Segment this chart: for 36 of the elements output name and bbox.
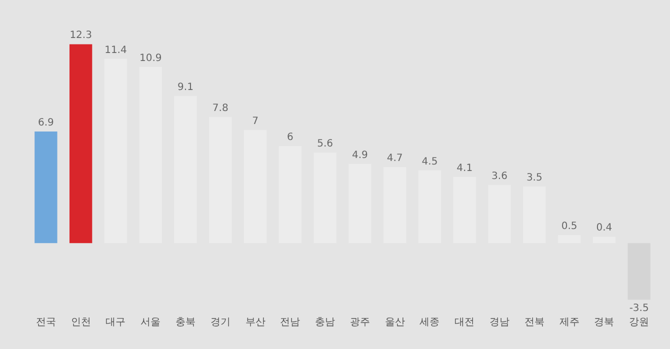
- x-tick-label: 대구: [106, 317, 126, 328]
- data-label: 12.3: [70, 30, 92, 42]
- data-label: 3.5: [526, 172, 542, 184]
- x-tick-label: 경북: [594, 317, 614, 328]
- x-tick-label: 전북: [524, 317, 544, 328]
- x-tick-label: 전남: [280, 317, 300, 328]
- x-tick-label: 강원: [629, 317, 650, 328]
- x-tick-label: 광주: [350, 317, 370, 328]
- data-label: 0.5: [561, 221, 578, 232]
- x-tick-label: 울산: [384, 317, 405, 328]
- data-label: 10.9: [139, 52, 162, 64]
- x-tick-label: 서울: [140, 317, 161, 328]
- x-tick-label: 세종: [420, 317, 440, 328]
- data-label: 6.9: [38, 118, 54, 129]
- data-label: 3.6: [492, 170, 508, 182]
- data-label: -3.5: [629, 302, 649, 314]
- data-label: 11.4: [104, 44, 127, 56]
- x-tick-label: 제주: [559, 317, 580, 328]
- x-tick-label: 충북: [175, 317, 196, 328]
- data-label: 4.5: [422, 156, 438, 168]
- data-label: 6: [286, 132, 294, 144]
- data-label: 0.4: [596, 222, 612, 234]
- x-tick-label: 경기: [210, 317, 230, 328]
- data-label: 7: [252, 116, 258, 127]
- x-tick-label: 경남: [490, 317, 510, 328]
- x-tick-label: 충남: [315, 317, 336, 328]
- data-label: 9.1: [178, 82, 194, 93]
- x-tick-label: 부산: [245, 317, 266, 328]
- data-label: 4.9: [352, 150, 368, 161]
- x-tick-label: 전국: [36, 317, 56, 328]
- data-label: 4.1: [456, 162, 473, 174]
- x-tick-label: 대전: [454, 317, 475, 328]
- data-label: 5.6: [317, 138, 334, 150]
- x-tick-label: 인천: [70, 317, 91, 328]
- data-label: 4.7: [386, 153, 403, 164]
- data-label: 7.8: [212, 103, 228, 114]
